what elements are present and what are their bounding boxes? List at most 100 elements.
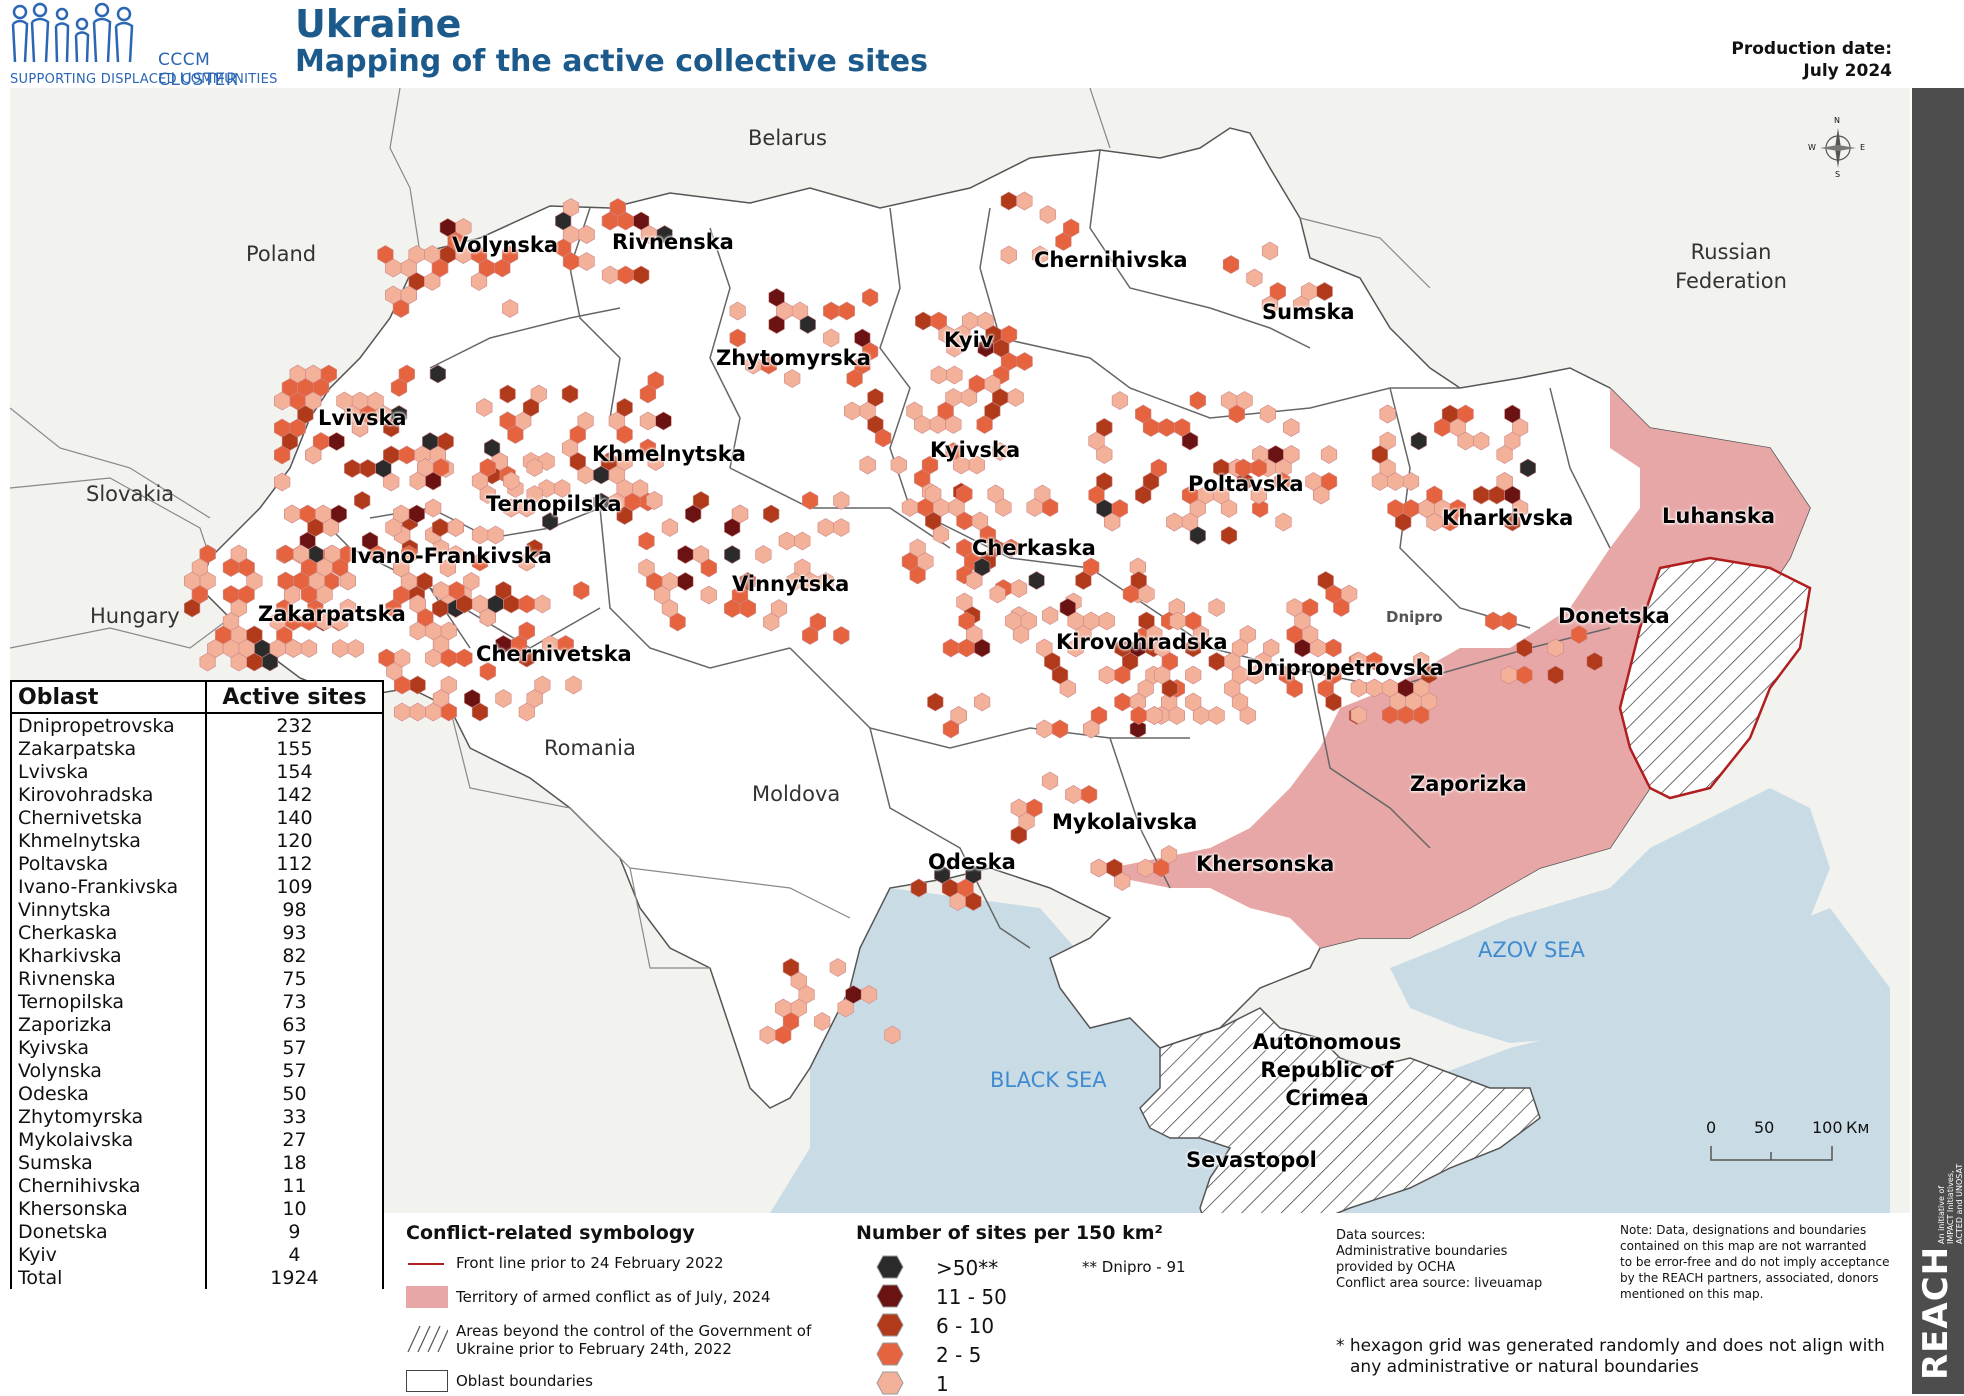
oblast-cell: Rivnenska <box>10 967 207 990</box>
site-hexagon <box>1402 499 1420 518</box>
site-hexagon <box>375 405 392 424</box>
site-hexagon <box>794 558 811 578</box>
site-hexagon <box>1135 485 1152 505</box>
table-row: Zakarpatska 155 <box>10 737 385 760</box>
site-hexagon <box>989 584 1006 604</box>
site-hexagon <box>1138 611 1155 631</box>
site-hexagon <box>561 384 579 404</box>
label-dnipropetrovska: Dnipropetrovska <box>1246 656 1444 680</box>
oblast-cell: Kyivska <box>10 1036 207 1059</box>
hexagon-swatch-icon <box>876 1371 904 1395</box>
hexagon-swatch-icon <box>876 1342 904 1366</box>
site-hexagon <box>495 689 512 708</box>
site-hexagon <box>633 265 650 285</box>
sites-cell: 50 <box>204 1082 385 1105</box>
site-hexagon <box>199 544 216 564</box>
site-hexagon <box>1500 665 1517 685</box>
header-active-sites: Active sites <box>204 680 385 714</box>
production-date: Production date: July 2024 <box>1731 38 1892 82</box>
site-hexagon <box>739 599 756 618</box>
sites-cell: 75 <box>204 967 385 990</box>
sites-legend-title: Number of sites per 150 km² <box>856 1222 1163 1244</box>
site-hexagon <box>739 572 756 591</box>
sites-cell: 155 <box>204 737 385 760</box>
header-oblast: Oblast <box>10 680 207 714</box>
sites-cell: 27 <box>204 1128 385 1151</box>
site-hexagon <box>677 545 694 564</box>
sites-class-label: 11 - 50 <box>936 1285 1007 1309</box>
site-hexagon <box>408 245 425 264</box>
sites-cell: 4 <box>204 1243 385 1266</box>
site-hexagon <box>763 504 780 524</box>
site-hexagon <box>845 985 862 1004</box>
site-hexagon <box>1041 771 1059 791</box>
site-hexagon <box>782 958 800 977</box>
site-hexagon <box>1146 706 1163 725</box>
site-hexagon <box>1457 404 1474 424</box>
sites-cell: 9 <box>204 1220 385 1243</box>
site-hexagon <box>432 689 450 708</box>
site-hexagon <box>950 706 967 725</box>
disclaimer-line5: mentioned on this map. <box>1620 1287 1764 1301</box>
country-moldova: Moldova <box>752 782 841 806</box>
map-canvas[interactable]: Volynska Rivnenska Chernihivska Sumska Z… <box>9 87 1910 1244</box>
site-hexagon <box>300 585 318 604</box>
oblast-cell: Khersonska <box>10 1197 207 1220</box>
site-hexagon <box>1016 352 1033 371</box>
site-hexagon <box>640 225 658 244</box>
hatch-symbol <box>407 1325 448 1353</box>
site-hexagon <box>1174 418 1191 437</box>
oblast-cell: Cherkaska <box>10 921 207 944</box>
site-hexagon <box>1016 191 1033 211</box>
site-hexagon <box>1231 638 1249 658</box>
ukraine-map <box>9 87 1910 1244</box>
sources-line2: Administrative boundaries <box>1336 1244 1508 1259</box>
label-kyiv: Kyiv <box>944 328 994 352</box>
oblast-cell: Donetska <box>10 1220 207 1243</box>
site-hexagon <box>464 689 481 708</box>
compass-e: E <box>1860 143 1866 152</box>
site-hexagon <box>859 455 876 475</box>
site-hexagon <box>1150 458 1167 478</box>
site-hexagon <box>608 465 625 485</box>
site-hexagon <box>1135 404 1152 424</box>
site-hexagon <box>1059 598 1076 617</box>
site-hexagon <box>386 662 403 681</box>
oblast-cell: Lvivska <box>10 760 207 783</box>
oblast-boundary-label: Oblast boundaries <box>456 1372 593 1390</box>
site-hexagon <box>1516 638 1533 658</box>
site-hexagon <box>809 612 827 632</box>
site-hexagon <box>1389 692 1406 711</box>
site-hexagon <box>987 484 1004 504</box>
sites-cell: 73 <box>204 990 385 1013</box>
disclaimer-line1: Note: Data, designations and boundaries <box>1620 1223 1867 1237</box>
site-hexagon <box>1161 679 1178 698</box>
frontline-symbol <box>408 1263 444 1265</box>
site-hexagon <box>784 369 801 388</box>
site-hexagon <box>534 594 551 614</box>
site-hexagon <box>1111 391 1128 410</box>
label-sumska: Sumska <box>1262 300 1355 324</box>
site-hexagon <box>1586 652 1603 671</box>
site-hexagon <box>526 485 543 504</box>
site-hexagon <box>1166 512 1183 532</box>
site-hexagon <box>1106 858 1123 878</box>
sites-cell: 33 <box>204 1105 385 1128</box>
site-hexagon <box>273 445 291 465</box>
site-hexagon <box>616 398 633 417</box>
country-poland: Poland <box>246 242 317 266</box>
site-hexagon <box>1220 526 1238 545</box>
scale-bar: 0 50 100 Км <box>1696 1118 1896 1178</box>
sites-cell: 140 <box>204 806 385 829</box>
cccm-logo: CCCM CLUSTER SUPPORTING DISPLACED COMMUN… <box>10 2 280 90</box>
territory-label: Territory of armed conflict as of July, … <box>456 1288 771 1306</box>
site-hexagon <box>1039 205 1056 224</box>
site-hexagon <box>927 692 944 712</box>
site-hexagon <box>729 301 746 321</box>
oblast-cell: Kirovohradska <box>10 783 207 806</box>
site-hexagon <box>1235 458 1252 478</box>
oblast-cell: Kharkivska <box>10 944 207 967</box>
site-hexagon <box>285 612 302 631</box>
hexagon-swatch-icon <box>876 1313 904 1337</box>
site-hexagon <box>273 472 291 492</box>
